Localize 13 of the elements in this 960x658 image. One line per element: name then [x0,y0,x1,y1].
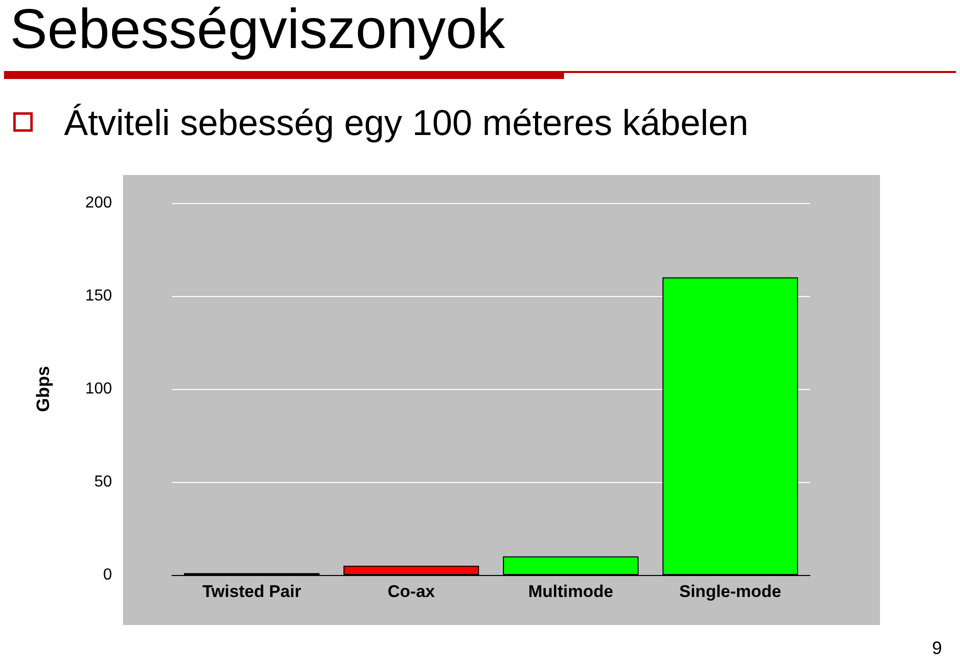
x-tick-label: Multimode [528,582,614,601]
y-tick-label: 50 [94,474,112,490]
y-axis-title: Gbps [33,366,53,412]
y-tick-label: 150 [85,288,112,304]
x-tick-label: Single-mode [679,582,782,601]
y-tick-label: 0 [103,566,112,584]
x-tick-label: Co-ax [388,582,436,601]
chart-title: Sebességviszonyok [10,0,505,61]
x-tick-label: Twisted Pair [202,582,302,601]
y-tick-label: 100 [85,380,112,398]
y-tick-label: 200 [85,194,112,212]
chart-subtitle: Átviteli sebesség egy 100 méteres kábelen [64,102,748,144]
text: 9 [932,638,942,658]
